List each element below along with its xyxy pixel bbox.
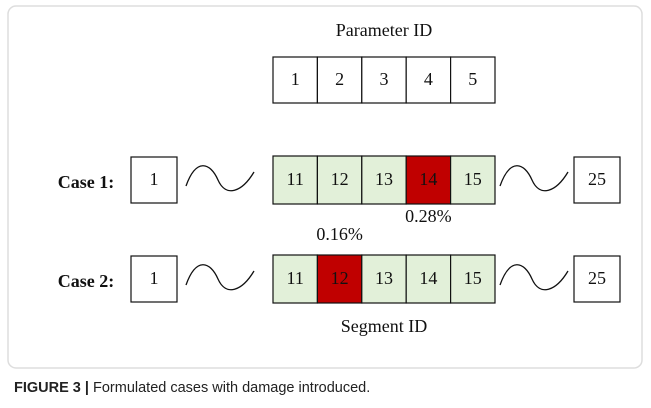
caption-figure: FIGURE 3 | — [14, 380, 89, 396]
damage-note: 0.16% — [316, 224, 363, 244]
end-label: 25 — [588, 268, 606, 288]
parameter-label: 3 — [380, 69, 389, 89]
parameter-label: Parameter ID — [336, 20, 432, 40]
segment-box — [316, 254, 363, 304]
segment-box — [272, 155, 319, 205]
segment-label: 13 — [375, 268, 393, 288]
end-box — [573, 156, 621, 204]
caption-text: Formulated cases with damage introduced. — [93, 380, 371, 396]
end-box — [573, 255, 621, 303]
parameter-box — [450, 56, 496, 104]
segment-label: 15 — [464, 169, 482, 189]
caption: FIGURE 3 | Formulated cases with damage … — [14, 380, 370, 396]
segment-label: 14 — [419, 268, 437, 288]
segment-label: Segment ID — [341, 316, 427, 336]
parameter-box — [272, 56, 319, 104]
start-box — [130, 156, 178, 204]
parameter-box — [405, 56, 452, 104]
segment-label: 14 — [419, 169, 437, 189]
segment-box — [405, 155, 452, 205]
end-label: 25 — [588, 169, 606, 189]
segment-label: 11 — [287, 169, 304, 189]
segment-box — [361, 155, 407, 205]
start-box — [130, 255, 178, 303]
parameter-label: 1 — [291, 69, 300, 89]
start-label: 1 — [150, 268, 159, 288]
damage-note: 0.28% — [405, 206, 452, 226]
segment-label: 12 — [331, 169, 349, 189]
case-label: Case 2: — [58, 271, 115, 291]
wave — [499, 165, 569, 192]
segment-box — [450, 254, 496, 304]
segment-box — [361, 254, 407, 304]
segment-label: 13 — [375, 169, 393, 189]
segment-box — [316, 155, 363, 205]
wave — [185, 165, 255, 192]
case-label: Case 1: — [58, 172, 115, 192]
start-label: 1 — [150, 169, 159, 189]
figure-frame — [7, 5, 643, 369]
wave — [185, 264, 255, 291]
segment-label: 12 — [331, 268, 349, 288]
segment-box — [450, 155, 496, 205]
parameter-label: 4 — [424, 69, 433, 89]
segment-box — [405, 254, 452, 304]
wave — [499, 264, 569, 291]
parameter-box — [316, 56, 363, 104]
parameter-label: 2 — [335, 69, 344, 89]
segment-box — [272, 254, 319, 304]
parameter-label: 5 — [468, 69, 477, 89]
segment-label: 15 — [464, 268, 482, 288]
segment-label: 11 — [287, 268, 304, 288]
